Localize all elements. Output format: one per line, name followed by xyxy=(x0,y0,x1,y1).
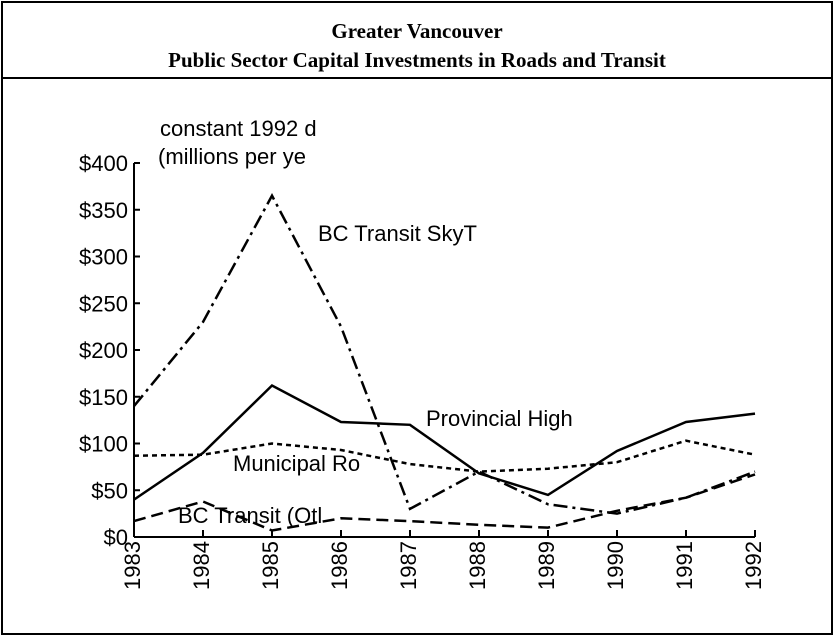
x-tick-label: 1989 xyxy=(534,541,559,590)
x-tick-label: 1987 xyxy=(396,541,421,590)
series-line xyxy=(133,193,756,515)
y-axis-label: (millions per ye xyxy=(158,144,306,169)
y-tick-label: $250 xyxy=(79,291,128,316)
series-label: BC Transit (Otl xyxy=(178,503,322,528)
series-label: Provincial High xyxy=(426,406,573,431)
series-label: Municipal Ro xyxy=(233,451,360,476)
y-tick-label: $50 xyxy=(91,478,128,503)
x-tick-label: 1983 xyxy=(120,541,145,590)
series-label: BC Transit SkyT xyxy=(318,221,477,246)
x-tick-label: 1991 xyxy=(672,541,697,590)
y-tick-label: $350 xyxy=(79,198,128,223)
series-line xyxy=(133,473,756,532)
y-axis-label: constant 1992 d xyxy=(160,116,317,141)
y-tick-label: $0 xyxy=(104,525,128,550)
x-tick-label: 1984 xyxy=(189,541,214,590)
x-tick-label: 1986 xyxy=(327,541,352,590)
x-tick-label: 1992 xyxy=(741,541,766,590)
y-tick-label: $200 xyxy=(79,338,128,363)
y-tick-label: $100 xyxy=(79,432,128,457)
y-tick-label: $150 xyxy=(79,385,128,410)
series-line xyxy=(133,439,756,473)
chart-title: Greater Vancouver xyxy=(331,19,502,43)
y-tick-label: $400 xyxy=(79,151,128,176)
series-line xyxy=(133,383,756,501)
x-tick-label: 1990 xyxy=(603,541,628,590)
x-tick-label: 1988 xyxy=(465,541,490,590)
x-tick-label: 1985 xyxy=(258,541,283,590)
y-tick-label: $300 xyxy=(79,245,128,270)
chart-subtitle: Public Sector Capital Investments in Roa… xyxy=(168,48,666,72)
